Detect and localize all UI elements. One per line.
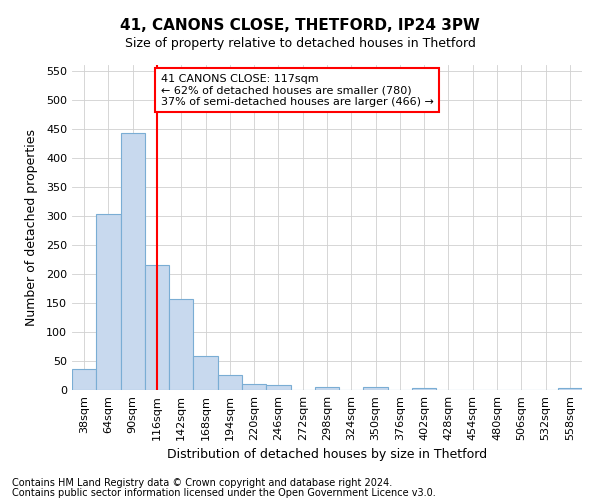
Bar xyxy=(169,299,193,390)
Bar xyxy=(558,388,582,390)
Text: 41, CANONS CLOSE, THETFORD, IP24 3PW: 41, CANONS CLOSE, THETFORD, IP24 3PW xyxy=(120,18,480,32)
Bar xyxy=(72,368,96,390)
Bar xyxy=(121,133,145,390)
Text: Size of property relative to detached houses in Thetford: Size of property relative to detached ho… xyxy=(125,38,475,51)
Text: Contains HM Land Registry data © Crown copyright and database right 2024.: Contains HM Land Registry data © Crown c… xyxy=(12,478,392,488)
Bar xyxy=(145,265,169,390)
Bar xyxy=(266,386,290,390)
Bar xyxy=(242,384,266,390)
Y-axis label: Number of detached properties: Number of detached properties xyxy=(25,129,38,326)
Bar xyxy=(193,356,218,390)
Text: Contains public sector information licensed under the Open Government Licence v3: Contains public sector information licen… xyxy=(12,488,436,498)
Bar xyxy=(364,387,388,390)
X-axis label: Distribution of detached houses by size in Thetford: Distribution of detached houses by size … xyxy=(167,448,487,462)
Bar xyxy=(315,387,339,390)
Bar xyxy=(412,388,436,390)
Bar xyxy=(218,376,242,390)
Text: 41 CANONS CLOSE: 117sqm
← 62% of detached houses are smaller (780)
37% of semi-d: 41 CANONS CLOSE: 117sqm ← 62% of detache… xyxy=(161,74,434,107)
Bar xyxy=(96,214,121,390)
